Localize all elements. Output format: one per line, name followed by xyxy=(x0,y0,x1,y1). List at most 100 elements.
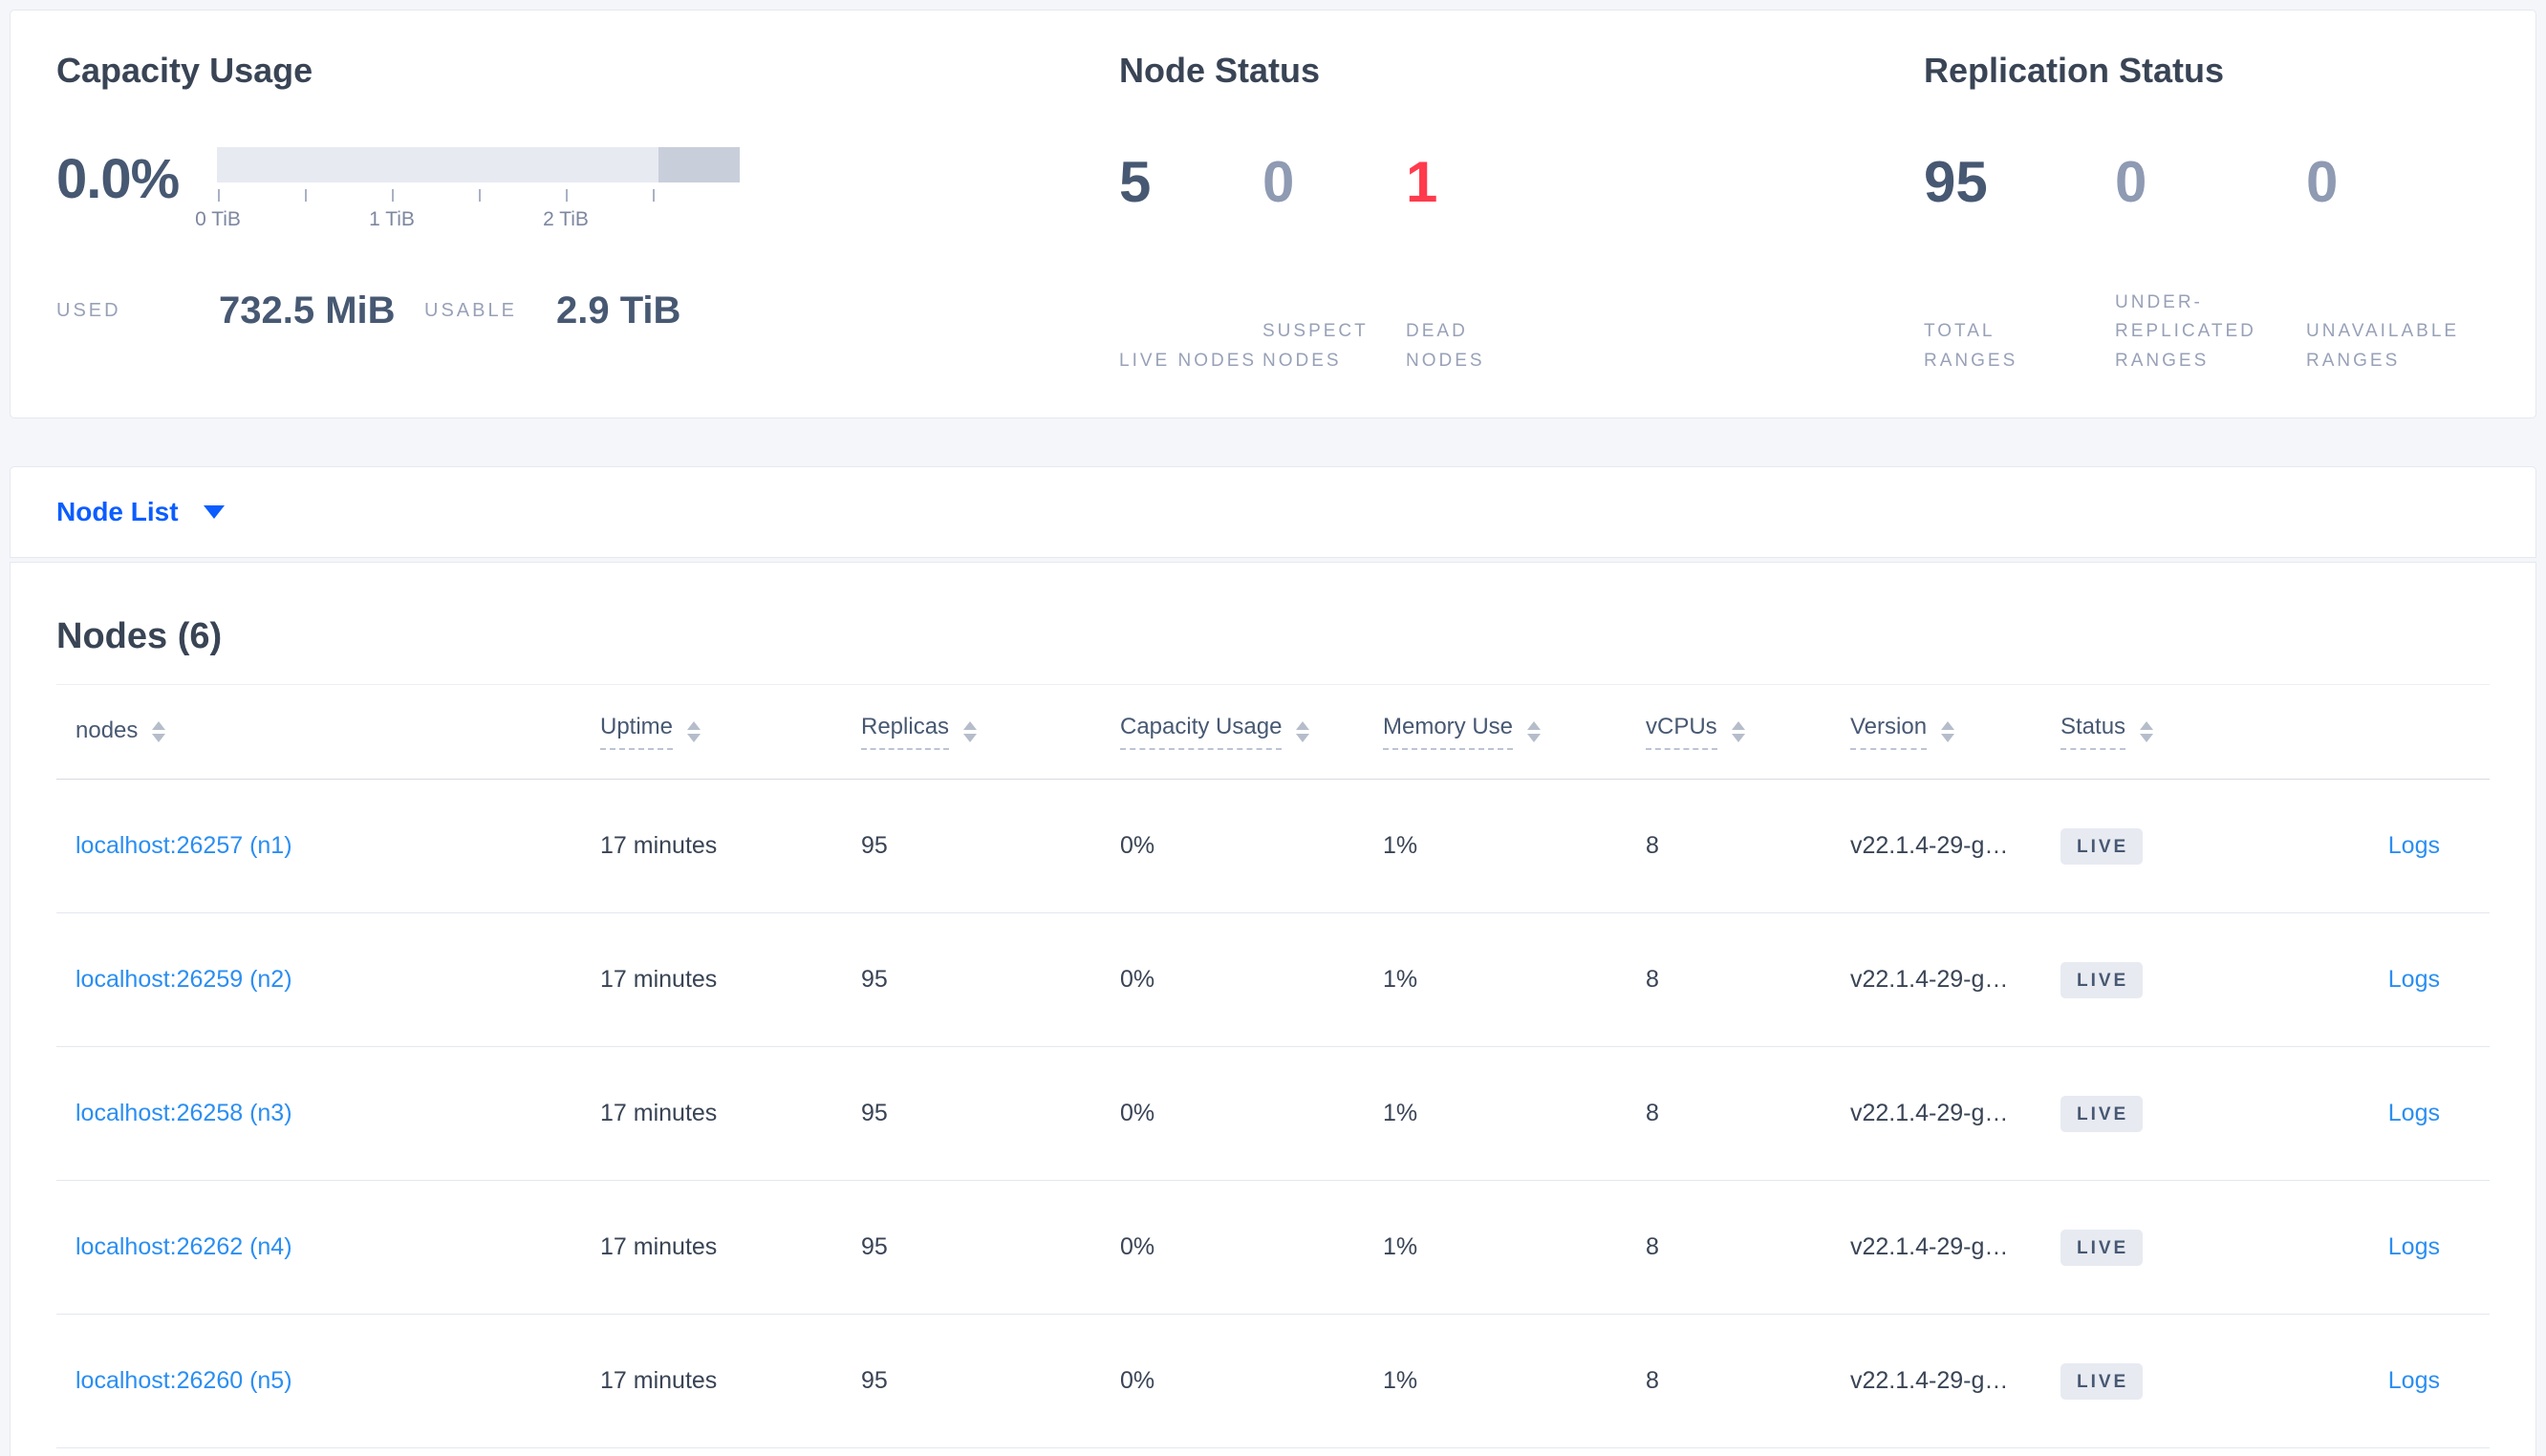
column-header-uptime[interactable]: Uptime xyxy=(581,714,842,750)
sort-icon xyxy=(1941,721,1955,742)
node-status-section: Node Status 5 LIVE NODES 0 SUSPECT NODES… xyxy=(1119,51,1924,418)
node-link[interactable]: localhost:26262 (n4) xyxy=(76,1233,292,1260)
version-cell: v22.1.4-29-g… xyxy=(1850,832,2009,859)
nodes-table-title: Nodes (6) xyxy=(56,616,223,656)
node-list-dropdown[interactable]: Node List xyxy=(56,497,225,527)
live-nodes-label: LIVE NODES xyxy=(1119,350,1258,371)
uptime-cell: 17 minutes xyxy=(600,832,718,859)
table-row: localhost:26259 (n2) 17 minutes 95 0% 1%… xyxy=(56,913,2490,1047)
vcpus-cell: 8 xyxy=(1646,1233,1659,1260)
suspect-nodes-stat: 0 SUSPECT NODES xyxy=(1262,154,1406,375)
column-header-status[interactable]: Status xyxy=(2041,714,2237,750)
nodes-table-card: Nodes (6) nodes Uptime Replicas Capacity… xyxy=(10,562,2536,1456)
unavailable-ranges-label: UNAVAILABLE RANGES xyxy=(2306,321,2460,371)
suspect-nodes-value: 0 xyxy=(1262,150,1295,214)
vcpus-cell: 8 xyxy=(1646,966,1659,993)
capacity-bar-chart: 0 TiB 1 TiB 2 TiB xyxy=(195,147,740,230)
capacity-bar xyxy=(217,147,740,182)
view-selector-bar: Node List xyxy=(10,466,2536,558)
live-nodes-stat: 5 LIVE NODES xyxy=(1119,154,1262,375)
table-row: localhost:26257 (n1) 17 minutes 95 0% 1%… xyxy=(56,780,2490,913)
under-replicated-ranges-value: 0 xyxy=(2115,150,2147,214)
memory-use-cell: 1% xyxy=(1383,1367,1418,1394)
uptime-cell: 17 minutes xyxy=(600,1233,718,1260)
replicas-cell: 95 xyxy=(861,966,888,993)
replicas-cell: 95 xyxy=(861,1233,888,1260)
column-header-version[interactable]: Version xyxy=(1831,714,2041,750)
sort-icon xyxy=(1296,721,1310,742)
node-list-dropdown-label: Node List xyxy=(56,497,179,526)
column-header-capacity-usage[interactable]: Capacity Usage xyxy=(1101,714,1364,750)
chevron-down-icon xyxy=(203,505,225,519)
capacity-bar-reserved-segment xyxy=(658,147,740,182)
status-badge: LIVE xyxy=(2061,827,2144,865)
status-badge: LIVE xyxy=(2061,1095,2144,1132)
used-label: USED xyxy=(56,299,121,321)
column-header-memory-use[interactable]: Memory Use xyxy=(1364,714,1627,750)
total-ranges-label: TOTAL RANGES xyxy=(1924,321,2018,371)
sort-icon xyxy=(1731,721,1745,742)
table-row: localhost:26262 (n4) 17 minutes 95 0% 1%… xyxy=(56,1181,2490,1315)
column-header-replicas[interactable]: Replicas xyxy=(842,714,1101,750)
divider xyxy=(56,684,2490,685)
node-status-title: Node Status xyxy=(1119,51,1321,90)
unavailable-ranges-value: 0 xyxy=(2306,150,2339,214)
column-header-nodes[interactable]: nodes xyxy=(56,717,581,746)
uptime-cell: 17 minutes xyxy=(600,1367,718,1394)
sort-icon xyxy=(1527,721,1542,742)
replication-status-title: Replication Status xyxy=(1924,51,2225,90)
memory-use-cell: 1% xyxy=(1383,966,1418,993)
node-link[interactable]: localhost:26259 (n2) xyxy=(76,966,292,993)
nodes-table-header: nodes Uptime Replicas Capacity Usage Mem… xyxy=(56,685,2490,780)
axis-tick xyxy=(653,189,655,202)
suspect-nodes-label: SUSPECT NODES xyxy=(1262,321,1369,371)
node-link[interactable]: localhost:26258 (n3) xyxy=(76,1100,292,1126)
vcpus-cell: 8 xyxy=(1646,832,1659,859)
axis-tick xyxy=(305,189,307,202)
node-link[interactable]: localhost:26257 (n1) xyxy=(76,832,292,859)
vcpus-cell: 8 xyxy=(1646,1367,1659,1394)
capacity-usage-title: Capacity Usage xyxy=(56,51,313,90)
replicas-cell: 95 xyxy=(861,1367,888,1394)
under-replicated-ranges-stat: 0 UNDER-REPLICATED RANGES xyxy=(2115,154,2306,375)
capacity-usage-details: USED 732.5 MiB USABLE 2.9 TiB xyxy=(56,291,1119,330)
sort-icon xyxy=(152,721,166,742)
version-cell: v22.1.4-29-g… xyxy=(1850,1367,2009,1394)
node-link[interactable]: localhost:26260 (n5) xyxy=(76,1367,292,1394)
dead-nodes-stat: 1 DEAD NODES xyxy=(1406,154,1549,375)
memory-use-cell: 1% xyxy=(1383,1100,1418,1126)
capacity-usage-section: Capacity Usage 0.0% 0 TiB 1 TiB xyxy=(11,51,1119,418)
live-nodes-value: 5 xyxy=(1119,150,1152,214)
logs-link[interactable]: Logs xyxy=(2387,1367,2440,1394)
capacity-bar-usable-segment xyxy=(217,147,658,182)
replicas-cell: 95 xyxy=(861,1100,888,1126)
logs-link[interactable]: Logs xyxy=(2387,1100,2440,1126)
dead-nodes-label: DEAD NODES xyxy=(1406,321,1485,371)
unavailable-ranges-stat: 0 UNAVAILABLE RANGES xyxy=(2306,154,2497,375)
capacity-usage-cell: 0% xyxy=(1120,966,1155,993)
axis-tick xyxy=(392,189,394,202)
memory-use-cell: 1% xyxy=(1383,1233,1418,1260)
table-row: localhost:26258 (n3) 17 minutes 95 0% 1%… xyxy=(56,1047,2490,1181)
total-ranges-value: 95 xyxy=(1924,150,1988,214)
status-badge: LIVE xyxy=(2061,961,2144,998)
version-cell: v22.1.4-29-g… xyxy=(1850,1100,2009,1126)
column-header-vcpus[interactable]: vCPUs xyxy=(1627,714,1831,750)
usable-value: 2.9 TiB xyxy=(556,289,681,332)
axis-tick-label: 2 TiB xyxy=(543,208,589,230)
axis-tick xyxy=(566,189,568,202)
sort-icon xyxy=(963,721,978,742)
logs-link[interactable]: Logs xyxy=(2387,966,2440,993)
logs-link[interactable]: Logs xyxy=(2387,1233,2440,1260)
vcpus-cell: 8 xyxy=(1646,1100,1659,1126)
cluster-summary-card: Capacity Usage 0.0% 0 TiB 1 TiB xyxy=(10,10,2536,418)
logs-link[interactable]: Logs xyxy=(2387,832,2440,859)
capacity-usage-cell: 0% xyxy=(1120,832,1155,859)
used-value: 732.5 MiB xyxy=(219,289,396,332)
axis-tick xyxy=(479,189,481,202)
axis-tick-label: 1 TiB xyxy=(369,208,415,230)
capacity-usage-cell: 0% xyxy=(1120,1100,1155,1126)
total-ranges-stat: 95 TOTAL RANGES xyxy=(1924,154,2115,375)
usable-label: USABLE xyxy=(424,299,517,321)
replication-status-section: Replication Status 95 TOTAL RANGES 0 UND… xyxy=(1924,51,2535,418)
